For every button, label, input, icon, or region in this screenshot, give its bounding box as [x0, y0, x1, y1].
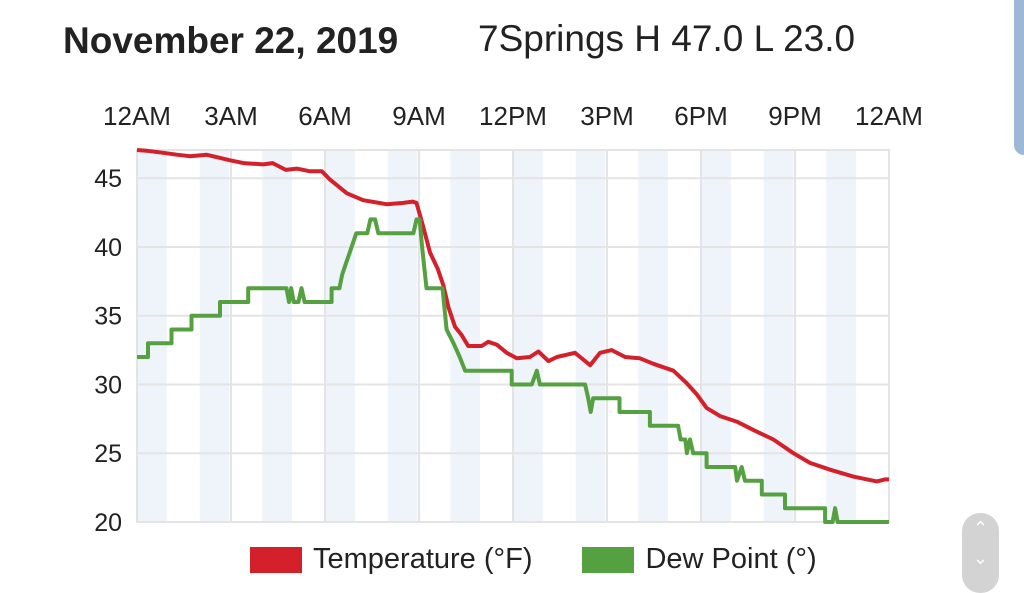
legend-swatch-temperature [250, 546, 302, 573]
hour-band [826, 150, 857, 522]
station-summary: 7Springs H 47.0 L 23.0 [478, 18, 856, 59]
legend-label-dew-point: Dew Point (°) [645, 543, 817, 575]
chevron-up-icon[interactable]: ⌃ [972, 518, 989, 538]
x-tick-label: 12AM [855, 101, 923, 131]
hour-band [387, 150, 418, 522]
x-tick-label: 3AM [204, 101, 257, 131]
x-tick-label: 3PM [580, 101, 633, 131]
x-axis-ticks: 12AM 3AM 6AM 9AM 12PM 3PM 6PM 9PM 12AM [103, 101, 923, 131]
y-tick-label: 35 [94, 303, 122, 331]
scroll-button[interactable]: ⌃ ⌄ [962, 513, 999, 593]
hour-bands [137, 150, 857, 522]
y-tick-label: 40 [94, 234, 122, 262]
scrollbar-thumb[interactable] [1014, 0, 1024, 155]
series-lines [136, 148, 889, 524]
hour-band [262, 150, 293, 522]
hour-band [763, 150, 794, 522]
x-tick-label: 9PM [768, 101, 821, 131]
hour-band [575, 150, 606, 522]
y-axis-ticks: 20 25 30 35 40 45 [94, 165, 122, 537]
chevron-down-icon[interactable]: ⌄ [972, 548, 989, 568]
hour-band [638, 150, 669, 522]
chart-date-title: November 22, 2019 [63, 20, 399, 61]
x-tick-label: 12PM [479, 101, 547, 131]
x-tick-label: 6PM [674, 101, 727, 131]
hour-band [325, 150, 355, 522]
hour-band [450, 150, 481, 522]
x-tick-label: 12AM [103, 101, 171, 131]
legend: Temperature (°F) Dew Point (°) [250, 543, 817, 576]
hour-band [137, 150, 167, 522]
y-tick-label: 30 [94, 371, 122, 399]
hour-band [199, 150, 230, 522]
legend-swatch-dew-point [582, 546, 635, 573]
dew-point-line [137, 217, 889, 524]
y-tick-label: 45 [94, 165, 122, 193]
x-tick-label: 6AM [298, 101, 351, 131]
hour-band [513, 150, 543, 522]
x-tick-label: 9AM [392, 101, 445, 131]
temperature-line [136, 148, 889, 484]
y-tick-label: 20 [94, 509, 122, 537]
legend-label-temperature: Temperature (°F) [313, 543, 533, 575]
y-tick-label: 25 [94, 440, 122, 468]
